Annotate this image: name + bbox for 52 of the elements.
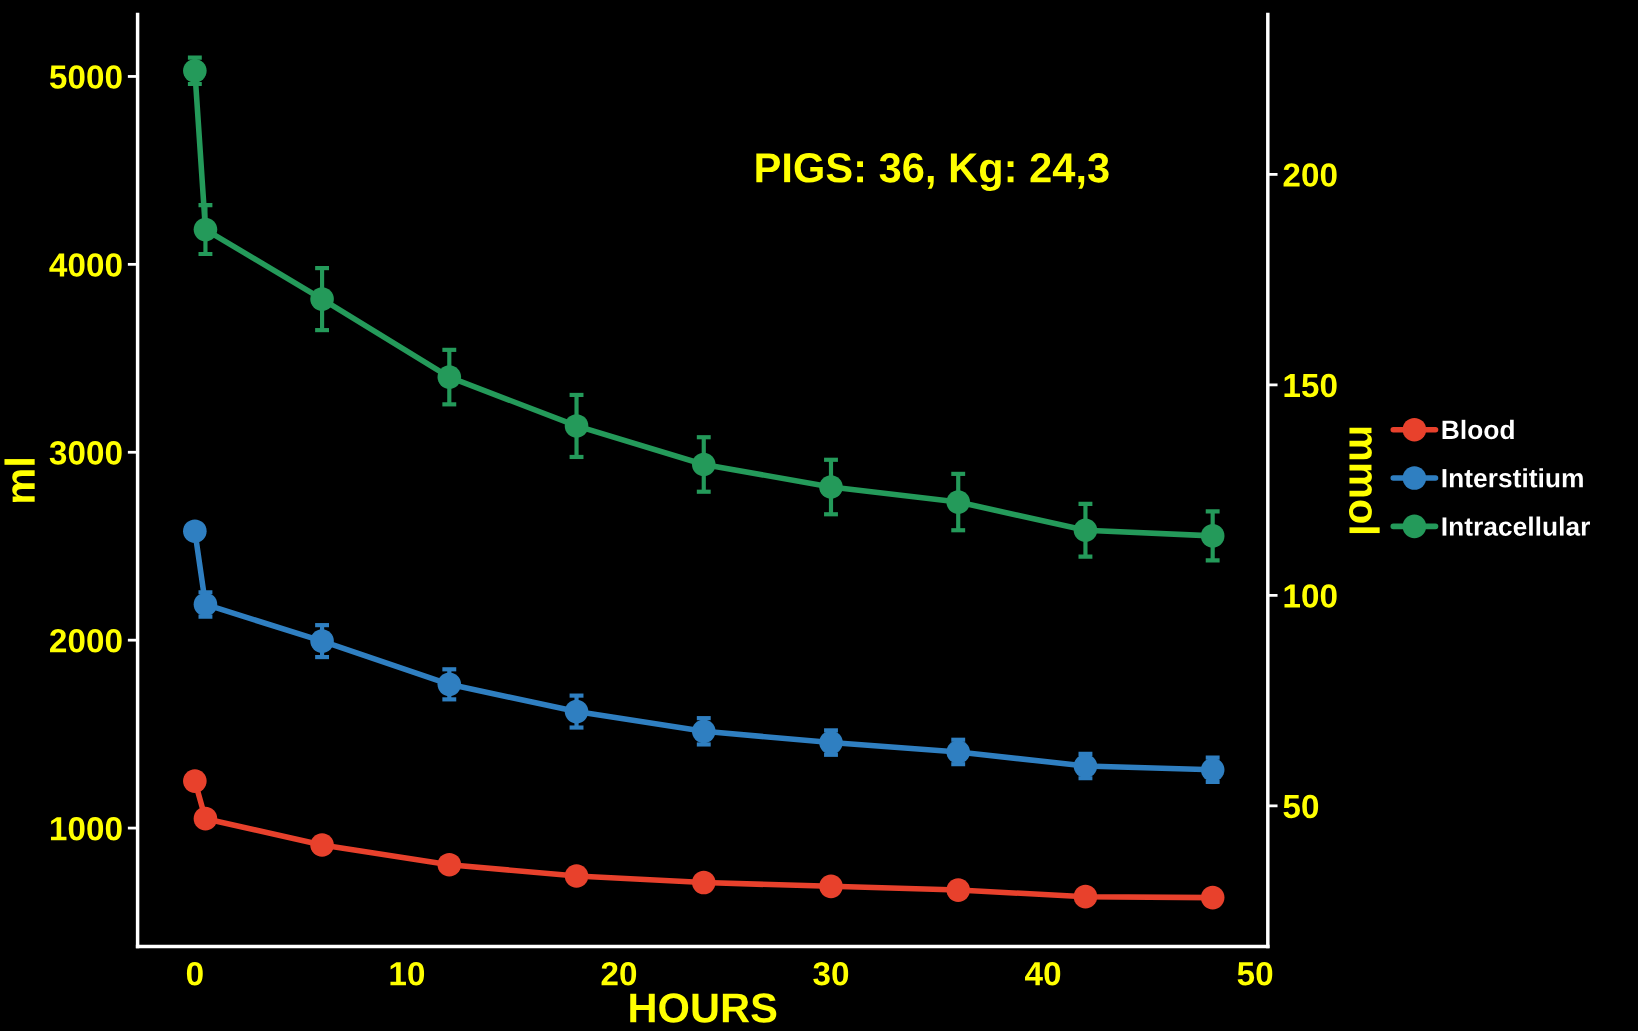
y-tick-label: 2000 (50, 628, 122, 653)
point (564, 864, 589, 888)
y-tick-label: 5000 (49, 65, 122, 89)
point (1200, 524, 1225, 548)
y-tick-label: 4000 (49, 253, 122, 277)
point (193, 592, 218, 617)
point (819, 475, 843, 499)
point (193, 217, 218, 242)
y2-tick-label: 150 (1284, 373, 1337, 398)
x-tick-label: 50 (1237, 961, 1273, 986)
point (691, 452, 716, 477)
point (437, 365, 462, 389)
point (691, 719, 716, 744)
x-axis-title: HOURS (630, 993, 777, 1023)
point (819, 730, 843, 755)
point (946, 878, 971, 902)
point (946, 490, 971, 514)
y2-tick-label: 200 (1283, 163, 1337, 187)
point (437, 852, 462, 877)
point (1073, 518, 1098, 543)
x-tick-label: 40 (1025, 961, 1061, 986)
x-tick-label: 20 (601, 961, 637, 986)
legend-label: Interstitium (1442, 468, 1583, 488)
point (564, 699, 589, 724)
point (1200, 758, 1225, 782)
x-tick-label: 30 (813, 961, 849, 986)
point (183, 59, 207, 83)
x-tick-label: 10 (390, 961, 425, 986)
point (1073, 884, 1098, 909)
point (1073, 754, 1098, 778)
point (691, 870, 716, 895)
y2-tick-label: 50 (1283, 794, 1319, 819)
point (946, 740, 971, 764)
point (437, 672, 462, 697)
y-tick-label: 3000 (49, 441, 122, 465)
point (310, 629, 334, 653)
y-axis-title: ml (4, 459, 35, 503)
legend-label: Intracellular (1442, 516, 1590, 536)
point (183, 769, 207, 793)
point (193, 806, 218, 831)
point (310, 833, 334, 857)
point (1200, 885, 1225, 910)
annotation: PIGS: 36, Kg: 24,3 (756, 153, 1109, 192)
x-tick-label: 0 (186, 961, 203, 986)
point (310, 287, 334, 311)
point (183, 519, 207, 543)
y2-tick-label: 100 (1284, 584, 1337, 608)
point (564, 414, 589, 438)
y2-axis-title: mmol (1349, 427, 1380, 534)
point (819, 874, 843, 899)
y-tick-label: 1000 (50, 816, 122, 841)
legend-label: Blood (1442, 419, 1514, 440)
